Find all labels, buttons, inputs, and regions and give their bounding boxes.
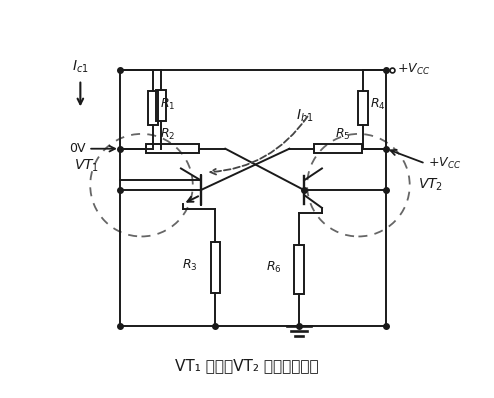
Text: $R_6$: $R_6$ [266, 259, 282, 275]
Bar [314, 144, 362, 153]
Text: $I_{c1}$: $I_{c1}$ [72, 59, 89, 75]
Bar [146, 144, 199, 153]
Text: $+V_{CC}$: $+V_{CC}$ [428, 156, 462, 171]
Text: $R_2$: $R_2$ [160, 127, 175, 142]
Text: 0V: 0V [69, 142, 85, 155]
Text: VT₁ 导通、VT₂ 截止时的情况: VT₁ 导通、VT₂ 截止时的情况 [175, 358, 319, 373]
Bar [210, 242, 220, 293]
FancyArrowPatch shape [210, 117, 308, 174]
Text: $I_{b1}$: $I_{b1}$ [296, 108, 314, 124]
Bar [294, 244, 304, 295]
Text: $+V_{CC}$: $+V_{CC}$ [397, 62, 430, 77]
Text: $R_4$: $R_4$ [370, 97, 386, 112]
Bar [156, 90, 166, 121]
Text: $VT_2$: $VT_2$ [417, 177, 443, 193]
Text: $VT_1$: $VT_1$ [75, 157, 100, 174]
Bar [359, 92, 369, 125]
Text: $R_1$: $R_1$ [160, 97, 176, 112]
Text: $R_3$: $R_3$ [182, 258, 198, 273]
Text: $R_5$: $R_5$ [335, 127, 350, 142]
Bar [148, 92, 158, 125]
